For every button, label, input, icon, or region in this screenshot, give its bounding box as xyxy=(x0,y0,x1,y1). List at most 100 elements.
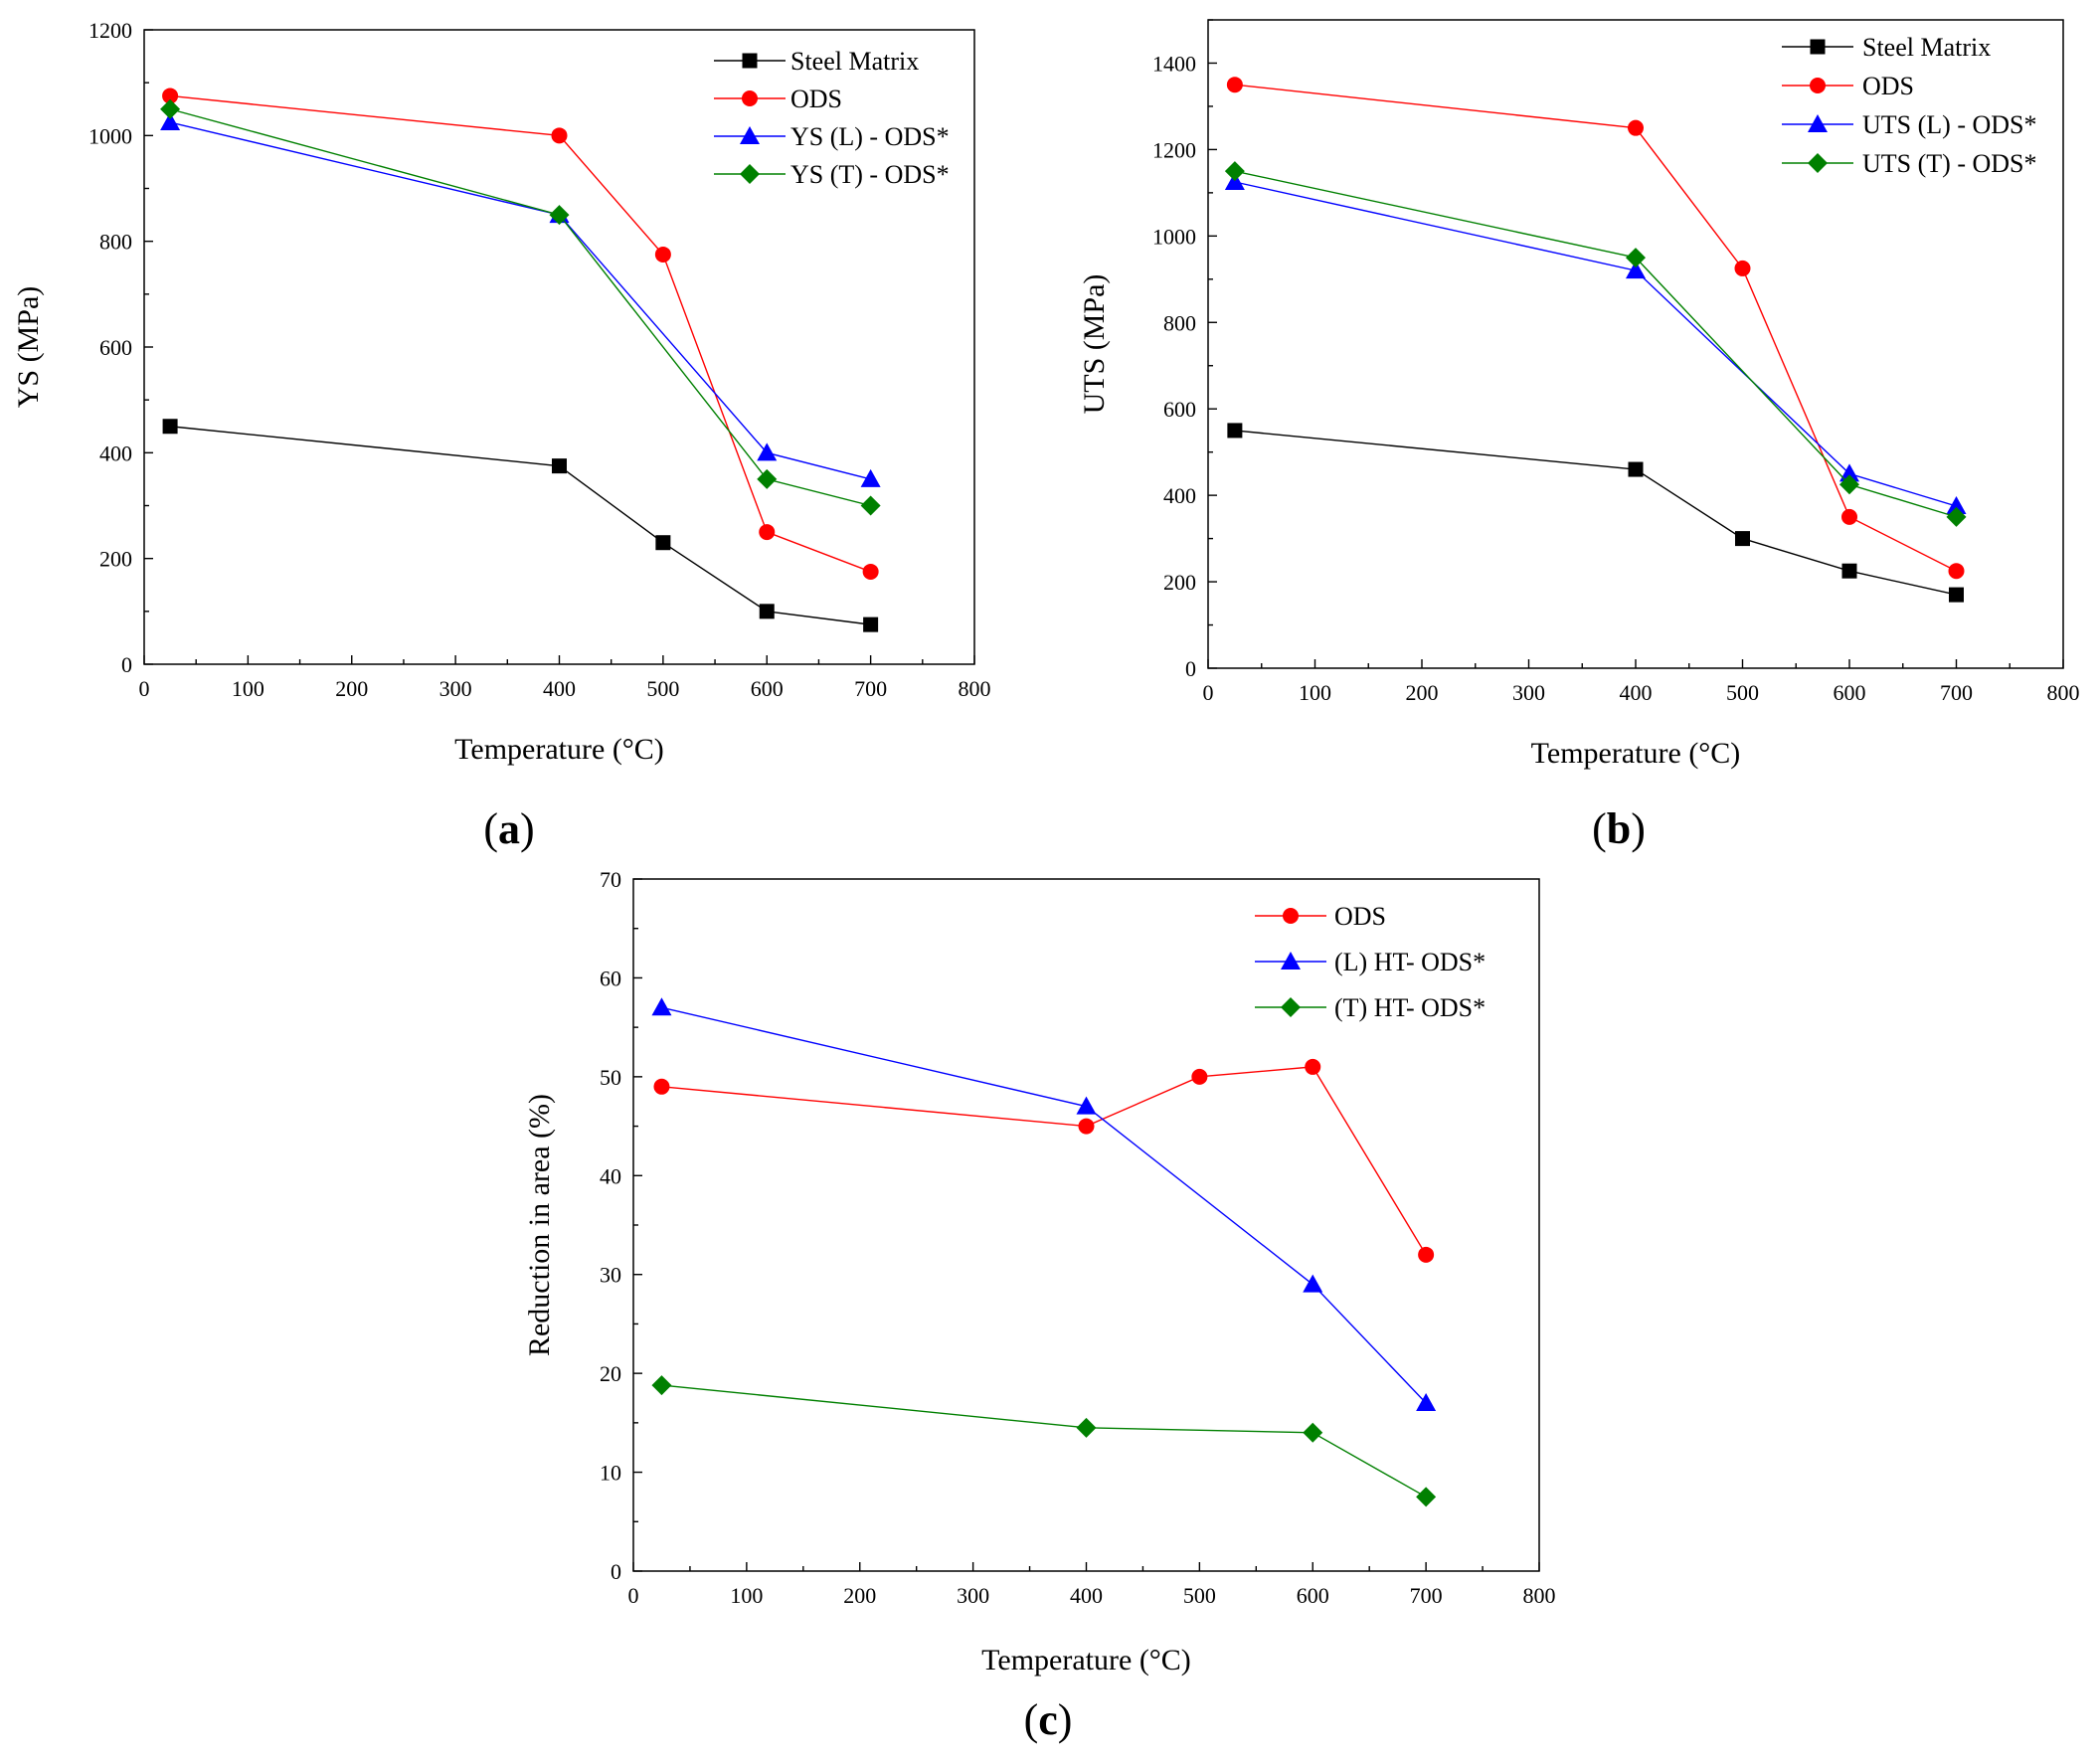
y-tick-label: 600 xyxy=(1163,397,1196,422)
legend-entry-label: Steel Matrix xyxy=(1862,33,1991,62)
legend-marker-triangle xyxy=(1281,952,1301,970)
legend-marker-circle xyxy=(742,90,758,106)
series-l-ht-ods xyxy=(651,997,1437,1411)
panel-label-close-paren: ) xyxy=(1058,1695,1073,1744)
data-point-triangle xyxy=(651,997,672,1016)
x-tick-label: 800 xyxy=(959,676,991,701)
y-axis-title: YS (MPa) xyxy=(12,286,45,409)
series-ods xyxy=(162,88,879,580)
x-tick-label: 800 xyxy=(1523,1583,1556,1608)
data-point-triangle xyxy=(1626,261,1646,279)
legend: Steel Matrix ODS YS (L) - ODS* YS (T) - ODS… xyxy=(714,47,950,189)
data-point-triangle xyxy=(1946,496,1967,514)
y-tick-label: 60 xyxy=(600,966,621,990)
y-tick-label: 800 xyxy=(99,230,132,255)
series-ys-t-ods xyxy=(160,98,881,516)
data-point-square xyxy=(1841,563,1857,579)
y-tick-label: 1000 xyxy=(1152,224,1196,249)
panel-label-close-paren: ) xyxy=(1631,804,1646,853)
y-axis-title: Reduction in area (%) xyxy=(523,1094,556,1356)
data-point-diamond xyxy=(549,205,570,226)
y-tick-label: 50 xyxy=(600,1065,621,1090)
x-tick-label: 300 xyxy=(439,676,472,701)
panel-c-chart: 0 100 200 300 400 500 600 700 800 0 10 20 30 40 50 60 70… xyxy=(523,867,1556,1744)
y-tick-label: 1200 xyxy=(88,18,132,43)
data-point-circle xyxy=(1628,119,1644,136)
x-axis-title: Temperature (°C) xyxy=(454,733,664,766)
data-point-circle xyxy=(1226,77,1243,93)
series-steel-matrix xyxy=(162,419,879,632)
x-tick-label: 700 xyxy=(1940,680,1973,705)
y-tick-label: 0 xyxy=(1185,656,1196,681)
data-point-circle xyxy=(1841,508,1857,525)
data-point-triangle xyxy=(1076,1096,1097,1115)
data-point-circle xyxy=(653,1078,670,1095)
legend-entry-label: Steel Matrix xyxy=(790,47,919,76)
x-axis-title: Temperature (°C) xyxy=(981,1644,1191,1676)
y-tick-label: 400 xyxy=(1163,483,1196,508)
x-tick-label: 400 xyxy=(1070,1583,1103,1608)
legend-entry-label: (T) HT- ODS* xyxy=(1334,993,1486,1022)
data-point-diamond xyxy=(160,98,181,119)
legend-entry-label: ODS xyxy=(790,85,842,113)
legend-marker-triangle xyxy=(740,126,760,144)
data-point-circle xyxy=(162,88,179,104)
legend-marker-circle xyxy=(1810,78,1826,93)
x-tick-label: 500 xyxy=(646,676,679,701)
panel-label-open-paren: ( xyxy=(1024,1695,1039,1744)
series-line xyxy=(169,108,871,507)
plot-frame xyxy=(632,878,1540,1572)
data-point-circle xyxy=(759,524,776,541)
legend-marker-diamond xyxy=(1281,997,1301,1017)
data-point-square xyxy=(1949,587,1964,603)
y-tick-label: 800 xyxy=(1163,310,1196,335)
data-point-circle xyxy=(862,563,879,580)
x-tick-label: 100 xyxy=(232,676,264,701)
x-tick-label: 100 xyxy=(1299,680,1331,705)
y-tick-label: 0 xyxy=(611,1559,621,1584)
data-point-diamond xyxy=(1224,161,1245,182)
data-point-square xyxy=(1227,423,1243,439)
panel-a-chart: 0 100 200 300 400 500 600 700 800 0 200 400 600 800 10… xyxy=(12,18,991,853)
series-line xyxy=(661,1384,1427,1499)
series-t-ht-ods xyxy=(651,1375,1437,1507)
legend-entry-label: UTS (L) - ODS* xyxy=(1862,110,2037,139)
y-tick-label: 1200 xyxy=(1152,137,1196,162)
panel-label-letter: b xyxy=(1607,804,1631,853)
series-ods xyxy=(653,1058,1435,1263)
data-point-circle xyxy=(1734,260,1751,276)
data-point-square xyxy=(1735,531,1750,547)
series-uts-t-ods xyxy=(1224,161,1967,527)
series-ys-l-ods xyxy=(160,112,881,487)
data-point-square xyxy=(552,458,567,474)
legend: ODS (L) HT- ODS* (T) HT- ODS* xyxy=(1255,902,1486,1022)
x-tick-label: 600 xyxy=(751,676,784,701)
x-tick-label: 300 xyxy=(957,1583,989,1608)
x-tick-label: 200 xyxy=(843,1583,876,1608)
x-tick-label: 0 xyxy=(628,1583,639,1608)
legend-entry-label: UTS (T) - ODS* xyxy=(1862,149,2037,178)
legend-marker-diamond xyxy=(740,164,760,184)
data-point-triangle xyxy=(1303,1274,1323,1293)
data-point-circle xyxy=(551,127,568,144)
data-point-diamond xyxy=(1839,474,1859,495)
series-ods xyxy=(1226,77,1965,580)
y-tick-label: 30 xyxy=(600,1263,621,1288)
x-axis-title: Temperature (°C) xyxy=(1531,737,1741,770)
series-line xyxy=(170,94,871,573)
y-tick-label: 600 xyxy=(99,335,132,360)
x-tick-label: 0 xyxy=(1203,680,1214,705)
series-steel-matrix xyxy=(1227,423,1964,603)
y-tick-label: 0 xyxy=(121,652,132,677)
panel-b-chart: 0 100 200 300 400 500 600 700 800 0 200 400 600 800 10… xyxy=(1078,19,2080,853)
y-tick-label: 400 xyxy=(99,441,132,465)
data-point-diamond xyxy=(757,468,778,489)
legend-entry-label: ODS xyxy=(1334,902,1386,931)
series-line xyxy=(169,121,871,480)
series-line xyxy=(661,1006,1427,1404)
panel-label-letter: c xyxy=(1038,1695,1058,1744)
legend-entry-label: ODS xyxy=(1862,72,1914,100)
data-point-square xyxy=(655,535,671,551)
data-point-square xyxy=(759,604,775,619)
